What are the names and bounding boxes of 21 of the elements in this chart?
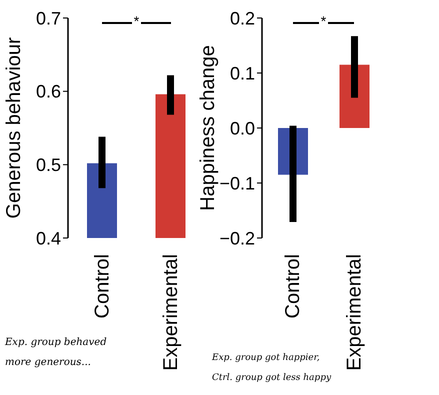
y-tick-label: 0.2 [230, 8, 255, 28]
x-tick-label: Control [282, 254, 304, 318]
significance-bracket: * [102, 14, 171, 34]
text: Exp. group got happier, Ctrl. group got less happy [212, 352, 332, 385]
x-tick-label: Experimental [343, 254, 366, 371]
text: Exp. group behaved more generous... [5, 336, 107, 370]
y-axis-title: Generous behaviour [3, 37, 26, 219]
y-tick-label: 0.7 [36, 8, 61, 28]
x-tick-label: Control [91, 254, 114, 318]
annotation: * [132, 13, 142, 29]
y-tick-label: 0.6 [36, 82, 61, 102]
y-tick-label: −0.1 [219, 173, 255, 194]
y-tick-label: 0.4 [36, 228, 61, 248]
x-tick-label: Experimental [160, 254, 182, 371]
significance-bracket: * [292, 14, 354, 34]
y-tick-label: −0.2 [219, 228, 255, 248]
y-tick-label: 0.0 [230, 118, 255, 138]
y-axis-title: Happiness change [197, 45, 220, 211]
y-tick-label: 0.5 [36, 155, 61, 176]
y-tick-label: 0.1 [230, 63, 255, 84]
annotation: * [318, 13, 328, 29]
